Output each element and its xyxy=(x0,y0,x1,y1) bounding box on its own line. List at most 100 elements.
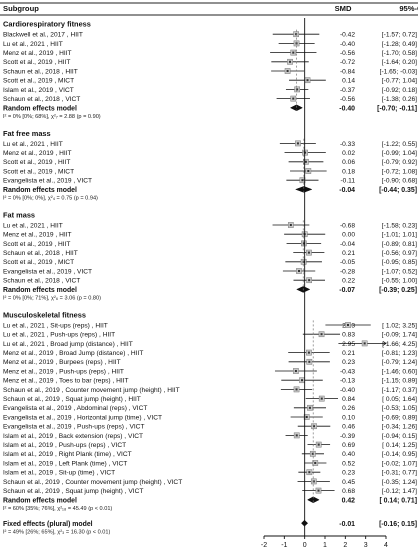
study-label: Scott et al., 2019 , HIIT xyxy=(3,241,70,248)
study-ci: [-1.28; 0.49] xyxy=(382,41,417,48)
random-effects-diamond xyxy=(294,186,313,193)
point-center xyxy=(308,279,311,282)
study-ci: [-0.77; 1.04] xyxy=(382,78,417,85)
study-smd: -0.84 xyxy=(340,68,355,75)
study-label: Menz et al., 2019 , HIIT xyxy=(3,150,72,157)
study-ci: [-1.65; -0.03] xyxy=(380,68,418,75)
study-smd: -0.05 xyxy=(340,259,355,266)
study-label: Islam et al., 2019 , Right Plank (time) … xyxy=(3,451,132,458)
study-smd: -0.40 xyxy=(340,387,355,394)
study-label: Schaun et al., 2019 , Squat jump (height… xyxy=(3,396,141,403)
heterogeneity-text: I² = 0% [0%; 0%], χ²₄ = 0.75 (p = 0.94) xyxy=(3,196,98,202)
study-ci: [-0.72; 1.08] xyxy=(382,168,417,175)
study-ci: [-0.14; 0.95] xyxy=(382,451,417,458)
study-smd: -0.43 xyxy=(340,368,355,375)
study-label: Lu et al., 2021 , Sit-ups (reps) , HIIT xyxy=(3,322,108,329)
study-smd: -0.37 xyxy=(340,87,355,94)
study-smd: -0.11 xyxy=(340,178,355,185)
study-smd: -0.04 xyxy=(340,241,355,248)
point-center xyxy=(297,270,300,272)
study-label: Lu et al., 2021 , Broad jump (distance) … xyxy=(3,341,133,348)
study-ci: [-1.17; 0.37] xyxy=(382,387,417,394)
point-center xyxy=(308,360,311,363)
point-center xyxy=(307,251,310,254)
random-effects-ci: [ 0.14; 0.71] xyxy=(379,497,417,504)
x-axis: -2 -1 0 1 2 3 4 xyxy=(261,535,388,549)
study-ci: [ 0.05; 1.64] xyxy=(382,396,417,403)
point-center xyxy=(346,324,349,326)
study-label: Schaun et al., 2019 , Counter movement j… xyxy=(3,479,182,486)
study-label: Islam et al., 2019 , Back extension (rep… xyxy=(3,433,143,440)
point-center xyxy=(286,70,289,72)
study-ci: [-0.79; 0.92] xyxy=(382,159,417,166)
study-ci: [-0.79; 1.24] xyxy=(382,359,417,366)
heterogeneity-text: I² = 0% [0%; 71%], χ²₆ = 3.06 (p = 0.80) xyxy=(3,296,101,302)
point-center xyxy=(313,425,316,428)
random-effects-diamond xyxy=(289,104,303,112)
study-ci: [-0.95; 0.85] xyxy=(382,259,417,266)
point-center xyxy=(305,416,308,418)
study-smd: 0.21 xyxy=(342,250,355,257)
study-label: Evangelista et al., 2019 , Horizontal ju… xyxy=(3,414,162,421)
point-center xyxy=(317,443,320,446)
point-center xyxy=(292,97,295,100)
random-effects-label: Random effects model xyxy=(3,187,77,194)
point-center xyxy=(289,224,292,226)
random-effects-smd: 0.42 xyxy=(342,497,356,504)
study-label: Lu et al., 2021 , Push-ups (reps) , HIIT xyxy=(3,332,115,339)
study-smd: 0.84 xyxy=(342,396,355,403)
group-title: Fat mass xyxy=(3,210,35,219)
overall-model-ci: [-0.16; 0.15] xyxy=(379,521,417,528)
study-ci: [-1.58; 0.23] xyxy=(382,222,417,229)
point-center xyxy=(304,160,307,163)
study-label: Scott et al., 2019 , MICT xyxy=(3,168,74,175)
study-label: Scott et al., 2019 , HIIT xyxy=(3,59,70,66)
point-center xyxy=(301,179,304,182)
study-ci: [-0.31; 0.77] xyxy=(382,470,417,477)
overall-model-label: Fixed effects (plural) model xyxy=(3,521,93,528)
study-smd: 0.83 xyxy=(342,332,355,339)
group-title: Fat free mass xyxy=(3,129,51,138)
study-smd: 0.23 xyxy=(342,470,355,477)
study-ci: [-0.90; 0.68] xyxy=(382,178,417,185)
ci-arrow xyxy=(382,341,387,346)
x-tick-label: 3 xyxy=(364,542,368,549)
study-smd: 0.69 xyxy=(342,442,355,449)
study-label: Evangelista et al., 2019 , Push-ups (rep… xyxy=(3,424,144,431)
study-label: Evangelista et al., 2019 , VICT xyxy=(3,178,92,185)
point-center xyxy=(308,406,311,409)
study-ci: [-1.64; 0.20] xyxy=(382,59,417,66)
study-ci: [-1.57; 0.72] xyxy=(382,32,417,39)
study-label: Evangelista et al., 2019 , VICT xyxy=(3,268,92,275)
point-center xyxy=(307,351,310,354)
study-label: Islam et al., 2019 , Sit-up (time) , VIC… xyxy=(3,470,115,477)
study-ci: [-0.92; 0.18] xyxy=(382,87,417,94)
point-center xyxy=(314,462,317,464)
random-effects-diamond xyxy=(306,496,320,504)
point-center xyxy=(292,51,295,54)
point-center xyxy=(296,88,299,91)
point-center xyxy=(302,260,305,263)
overall-model-smd: -0.01 xyxy=(339,521,355,528)
study-smd: 0.18 xyxy=(342,168,355,175)
study-ci: [-0.99; 1.04] xyxy=(382,150,417,157)
point-center xyxy=(320,397,323,400)
study-ci: [-0.34; 1.26] xyxy=(382,424,417,431)
point-center xyxy=(320,333,323,336)
study-label: Schaun et al., 2018 , VICT xyxy=(3,278,80,285)
x-tick-label: 4 xyxy=(384,542,388,549)
random-effects-smd: -0.07 xyxy=(339,287,355,294)
x-tick-label: 2 xyxy=(343,542,347,549)
study-ci: [-1.15; 0.89] xyxy=(382,378,417,385)
x-tick-label: 0 xyxy=(303,542,307,549)
group-title: Cardiorespiratory fitness xyxy=(3,20,91,29)
point-center xyxy=(296,142,299,145)
random-effects-ci: [-0.44; 0.35] xyxy=(379,187,417,194)
study-label: Islam et al., 2019 , Push-ups (reps) , V… xyxy=(3,442,126,449)
study-label: Menz et al., 2019 , HIIT xyxy=(3,232,72,239)
study-ci: [-0.89; 0.81] xyxy=(382,241,417,248)
study-label: Blackwell et al., 2017 , HIIT xyxy=(3,32,83,39)
random-effects-smd: -0.04 xyxy=(339,187,355,194)
